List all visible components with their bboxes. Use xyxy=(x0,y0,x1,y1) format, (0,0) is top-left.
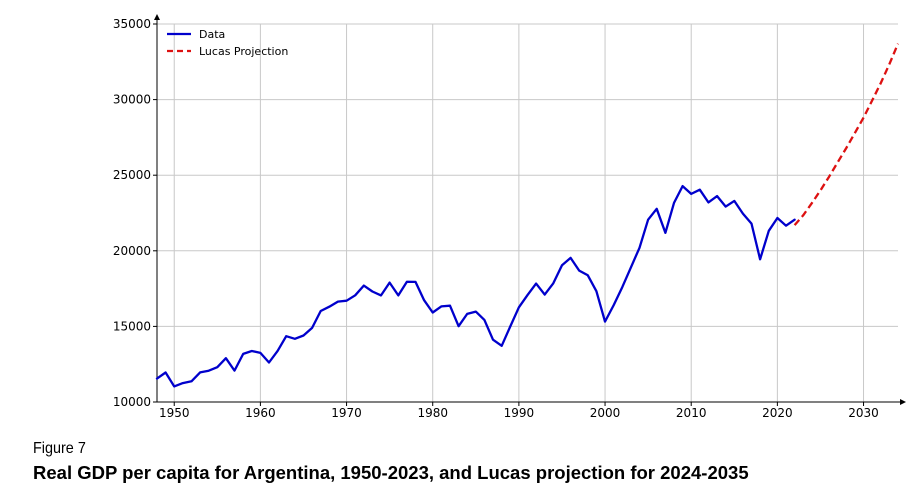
legend-label-data: Data xyxy=(199,28,225,41)
x-tick-label: 2030 xyxy=(848,406,879,420)
x-tick-label: 1970 xyxy=(331,406,362,420)
legend-label-lucas-projection: Lucas Projection xyxy=(199,45,288,58)
y-tick-label: 35000 xyxy=(113,17,151,31)
y-tick-label: 25000 xyxy=(113,168,151,182)
series-line-data xyxy=(155,184,796,388)
x-tick-label: 2010 xyxy=(676,406,707,420)
y-tick-label: 30000 xyxy=(113,93,151,107)
x-tick-label: 1960 xyxy=(245,406,276,420)
y-tick-label: 20000 xyxy=(113,244,151,258)
gdp-line-chart: 1950 1960 1970 1980 1990 2000 2010 2020 2030 1000… xyxy=(113,14,906,420)
y-tick-label: 10000 xyxy=(113,395,151,409)
x-tick-label: 1950 xyxy=(159,406,190,420)
figure-label: Figure 7 xyxy=(33,440,86,457)
x-tick-label: 1980 xyxy=(417,406,448,420)
y-tick-label: 15000 xyxy=(113,319,151,333)
x-tick-label: 2000 xyxy=(590,406,621,420)
x-tick-label: 2020 xyxy=(762,406,793,420)
figure-caption: Real GDP per capita for Argentina, 1950-… xyxy=(33,462,749,483)
y-axis-arrow xyxy=(154,14,160,20)
series-line-lucas-projection xyxy=(793,43,900,226)
x-axis-arrow xyxy=(900,399,906,405)
x-tick-label: 1990 xyxy=(504,406,535,420)
